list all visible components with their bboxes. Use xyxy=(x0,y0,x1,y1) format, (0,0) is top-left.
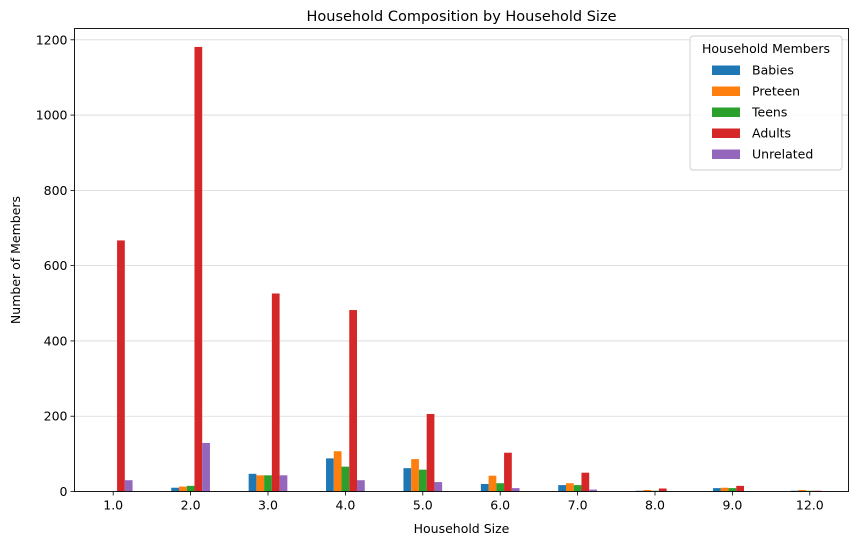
bar xyxy=(333,451,342,492)
x-axis: 1.0 2.0 3.0 4.0 5.0 6.0 7.0 8.0 9.0 12.0 xyxy=(103,491,824,513)
x-tick-label: 6.0 xyxy=(490,498,510,513)
chart-title: Household Composition by Household Size xyxy=(306,9,616,25)
legend-label: Preteen xyxy=(752,84,800,99)
bar xyxy=(411,459,419,492)
legend-label: Adults xyxy=(752,126,791,141)
legend-label: Teens xyxy=(751,105,787,120)
x-tick-label: 3.0 xyxy=(258,498,278,513)
legend-label: Babies xyxy=(752,63,794,78)
grid-lines xyxy=(74,39,849,417)
y-tick-label: 400 xyxy=(44,333,68,348)
y-tick-label: 800 xyxy=(44,183,68,198)
y-tick-label: 1200 xyxy=(36,32,68,47)
bar xyxy=(426,413,435,492)
plot-frame xyxy=(74,28,849,492)
bar xyxy=(720,487,729,492)
bar xyxy=(713,488,721,492)
legend-swatch xyxy=(712,149,740,159)
bar xyxy=(279,475,288,492)
y-axis-label: Number of Members xyxy=(8,196,23,324)
bar xyxy=(511,488,520,492)
bar xyxy=(728,488,737,492)
bar xyxy=(480,483,489,492)
bar xyxy=(248,473,257,492)
bar xyxy=(581,472,590,492)
x-tick-label: 5.0 xyxy=(413,498,433,513)
legend-swatch xyxy=(712,128,740,138)
bar xyxy=(349,310,358,492)
bar xyxy=(558,485,566,492)
bar xyxy=(117,240,125,492)
legend-label: Unrelated xyxy=(752,147,813,162)
bar xyxy=(798,489,806,492)
x-tick-label: 12.0 xyxy=(796,498,824,513)
legend-swatch xyxy=(712,107,740,117)
bar xyxy=(341,466,350,492)
bar xyxy=(496,483,505,492)
bar xyxy=(403,468,412,492)
x-tick-label: 1.0 xyxy=(103,498,123,513)
y-tick-label: 0 xyxy=(60,484,68,499)
bar xyxy=(357,480,365,492)
x-tick-label: 9.0 xyxy=(722,498,742,513)
x-tick-label: 7.0 xyxy=(568,498,588,513)
bar xyxy=(124,480,133,492)
y-tick-label: 600 xyxy=(44,258,68,273)
x-tick-label: 4.0 xyxy=(335,498,355,513)
bar xyxy=(589,489,597,492)
bar xyxy=(202,442,210,492)
bar xyxy=(194,46,203,492)
bar xyxy=(573,485,582,492)
x-tick-label: 2.0 xyxy=(181,498,201,513)
bar xyxy=(434,482,443,492)
bar xyxy=(418,469,427,492)
bar xyxy=(264,475,272,492)
bar xyxy=(565,483,574,492)
bar xyxy=(171,487,179,492)
legend-swatch xyxy=(712,86,740,96)
bar xyxy=(736,485,745,492)
bar xyxy=(643,489,652,492)
bar xyxy=(326,458,334,492)
x-tick-label: 8.0 xyxy=(645,498,665,513)
bar xyxy=(504,452,512,492)
bars xyxy=(117,46,822,492)
legend-swatch xyxy=(712,65,740,75)
x-axis-label: Household Size xyxy=(414,521,510,536)
bar xyxy=(186,485,195,492)
y-tick-label: 1000 xyxy=(36,108,68,123)
legend-title: Household Members xyxy=(702,41,830,56)
bar xyxy=(271,293,280,492)
bar xyxy=(256,475,265,492)
legend: Household Members Babies Preteen Teens Adult… xyxy=(689,35,843,171)
bar xyxy=(488,475,497,492)
bar xyxy=(178,486,187,492)
bar xyxy=(658,488,667,492)
y-tick-label: 200 xyxy=(44,409,68,424)
y-axis: 0 200 400 600 800 1000 1200 xyxy=(36,32,75,499)
